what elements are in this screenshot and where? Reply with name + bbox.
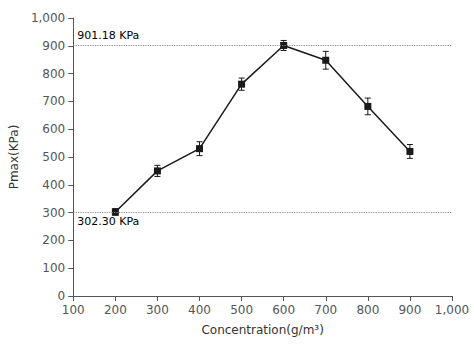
svg-text:900: 900 xyxy=(398,303,421,317)
svg-text:Concentration(g/m³): Concentration(g/m³) xyxy=(201,323,323,337)
svg-text:400: 400 xyxy=(188,303,211,317)
svg-text:Pmax(KPa): Pmax(KPa) xyxy=(7,125,21,190)
svg-text:100: 100 xyxy=(42,261,65,275)
svg-text:1,000: 1,000 xyxy=(31,11,65,25)
svg-text:300: 300 xyxy=(146,303,169,317)
svg-text:1,000: 1,000 xyxy=(435,303,469,317)
svg-text:302.30 KPa: 302.30 KPa xyxy=(77,215,139,228)
svg-text:200: 200 xyxy=(104,303,127,317)
svg-text:901.18 KPa: 901.18 KPa xyxy=(77,29,139,42)
svg-text:400: 400 xyxy=(42,178,65,192)
svg-text:700: 700 xyxy=(314,303,337,317)
svg-text:900: 900 xyxy=(42,39,65,53)
svg-text:600: 600 xyxy=(272,303,295,317)
svg-text:800: 800 xyxy=(42,67,65,81)
svg-text:800: 800 xyxy=(356,303,379,317)
svg-text:200: 200 xyxy=(42,233,65,247)
svg-text:600: 600 xyxy=(42,122,65,136)
svg-text:500: 500 xyxy=(230,303,253,317)
svg-text:0: 0 xyxy=(58,289,66,303)
svg-text:700: 700 xyxy=(42,94,65,108)
svg-text:300: 300 xyxy=(42,206,65,220)
svg-text:500: 500 xyxy=(42,150,65,164)
svg-text:100: 100 xyxy=(62,303,85,317)
